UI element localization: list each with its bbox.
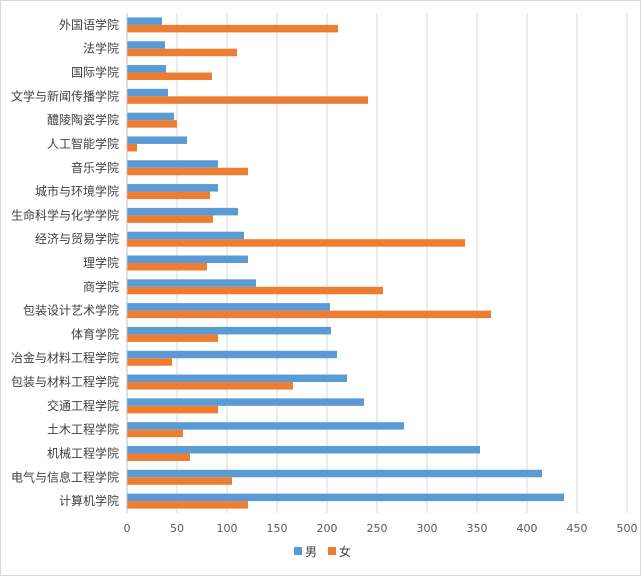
category-label: 体育学院 [71, 326, 119, 341]
category-label: 醴陵陶瓷学院 [47, 112, 119, 127]
bar-female [127, 143, 137, 152]
bar-female [127, 286, 383, 295]
x-tick-label: 100 [217, 522, 238, 535]
x-tick-label: 150 [267, 522, 288, 535]
bars [127, 17, 564, 509]
bar-female [127, 358, 172, 366]
bar-male [127, 493, 564, 502]
bar-male [127, 231, 244, 240]
category-labels: 外国语学院法学院国际学院文学与新闻传播学院醴陵陶瓷学院人工智能学院音乐学院城市与… [11, 17, 119, 508]
bar-male [127, 184, 218, 192]
category-label: 理学院 [83, 255, 119, 270]
bar-male [127, 41, 165, 49]
x-tick-label: 250 [367, 522, 388, 535]
bar-male [127, 374, 347, 383]
x-tick-label: 300 [417, 522, 438, 535]
category-label: 冶金与材料工程学院 [11, 350, 119, 365]
x-tick-label: 0 [124, 522, 131, 535]
category-label: 外国语学院 [59, 17, 119, 32]
bar-female [127, 263, 207, 271]
bar-female [127, 334, 218, 342]
bar-female [127, 48, 237, 57]
x-tick-label: 200 [317, 522, 338, 535]
bar-female [127, 429, 183, 438]
bar-male [127, 469, 542, 478]
category-label: 电气与信息工程学院 [11, 469, 119, 484]
category-label: 生命科学与化学学院 [11, 207, 119, 222]
category-label: 国际学院 [71, 65, 119, 80]
category-label: 商学院 [83, 279, 119, 294]
bar-female [127, 191, 210, 200]
category-label: 交通工程学院 [47, 398, 119, 413]
bar-female [127, 96, 368, 104]
bar-male [127, 17, 162, 25]
category-label: 城市与环境学院 [35, 184, 119, 199]
bar-female [127, 310, 491, 319]
x-tick-label: 500 [617, 522, 638, 535]
bar-male [127, 279, 256, 287]
legend-swatch-female [328, 547, 336, 555]
x-tick-label: 400 [517, 522, 538, 535]
bar-male [127, 398, 364, 406]
category-label: 经济与贸易学院 [35, 231, 119, 246]
category-label: 土木工程学院 [47, 422, 119, 437]
bar-male [127, 207, 238, 216]
bar-male [127, 112, 174, 121]
legend-label-female: 女 [339, 544, 351, 559]
category-label: 包装设计艺术学院 [23, 303, 119, 318]
legend-label-male: 男 [305, 545, 317, 559]
bar-male [127, 303, 330, 311]
bar-female [127, 405, 218, 414]
bar-female [127, 239, 465, 247]
bar-female [127, 453, 190, 461]
category-label: 计算机学院 [59, 493, 119, 508]
bar-female [127, 24, 338, 33]
bar-male [127, 350, 337, 359]
bar-female [127, 477, 232, 485]
category-label: 机械工程学院 [47, 445, 119, 460]
bar-male [127, 88, 168, 97]
bar-male [127, 422, 404, 430]
bar-male [127, 445, 480, 454]
x-tick-label: 450 [567, 522, 588, 535]
x-tick-labels: 0 50 100 150 200 250 300 350 400 450 500 [124, 522, 638, 535]
bar-male [127, 255, 248, 263]
bar-male [127, 136, 187, 144]
bar-female [127, 72, 212, 81]
bar-female [127, 501, 248, 509]
bar-female [127, 167, 248, 176]
category-label: 包装与材料工程学院 [11, 374, 119, 389]
bar-female [127, 120, 177, 128]
legend: 男女 [294, 544, 351, 559]
bar-female [127, 382, 293, 390]
bar-male [127, 65, 166, 73]
x-tick-label: 50 [170, 522, 184, 535]
legend-swatch-male [294, 547, 302, 555]
category-label: 人工智能学院 [47, 136, 119, 151]
bar-male [127, 326, 331, 335]
x-tick-label: 350 [467, 522, 488, 535]
category-label: 法学院 [83, 41, 119, 56]
bar-female [127, 215, 213, 223]
category-label: 音乐学院 [71, 160, 119, 175]
bar-male [127, 160, 218, 168]
category-label: 文学与新闻传播学院 [11, 88, 119, 103]
